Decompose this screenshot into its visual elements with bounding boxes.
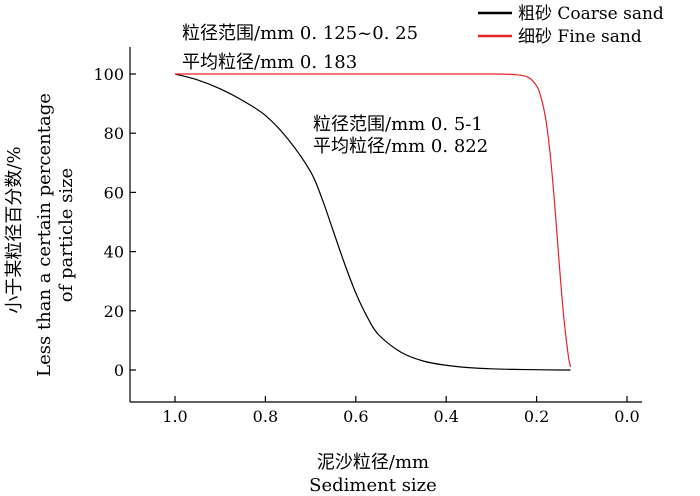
x-axis-title-cn: 泥沙粒径/mm	[317, 452, 429, 473]
y-axis-title-en-line2: of particle size	[56, 168, 77, 302]
x-tick-label: 1.0	[162, 407, 187, 426]
x-tick-label: 0.0	[614, 407, 639, 426]
y-axis-title-cn: 小于某粒径百分数/%	[4, 146, 25, 313]
legend-label-fine-sand: 细砂 Fine sand	[518, 27, 642, 47]
legend-label-coarse-sand: 粗砂 Coarse sand	[518, 4, 664, 24]
annotation-fine-sand-mean: 平均粒径/mm 0. 183	[182, 52, 357, 73]
annotation-coarse-sand-range: 粒径范围/mm 0. 5-1	[313, 114, 483, 135]
y-tick-label: 100	[93, 65, 124, 84]
y-axis-ticks: 0 20 40 60 80 100	[93, 65, 136, 380]
x-tick-label: 0.6	[343, 407, 368, 426]
legend: 粗砂 Coarse sand 细砂 Fine sand	[478, 4, 664, 47]
series-line-coarse-sand	[174, 73, 571, 371]
y-tick-label: 20	[104, 302, 124, 321]
y-tick-label: 80	[104, 124, 124, 143]
y-tick-label: 0	[114, 361, 124, 380]
x-tick-label: 0.8	[253, 407, 278, 426]
x-axis-ticks: 1.0 0.8 0.6 0.4 0.2 0.0	[162, 396, 640, 426]
y-axis-title-en-line1: Less than a certain percentage	[34, 93, 55, 377]
annotation-fine-sand-range: 粒径范围/mm 0. 125~0. 25	[182, 23, 418, 44]
y-tick-label: 60	[104, 183, 124, 202]
x-tick-label: 0.4	[433, 407, 458, 426]
series-line-fine-sand	[175, 73, 572, 368]
series-lines	[174, 73, 572, 371]
annotation-coarse-sand-mean: 平均粒径/mm 0. 822	[313, 136, 488, 157]
x-tick-label: 0.2	[524, 407, 549, 426]
y-tick-label: 40	[104, 243, 124, 262]
x-axis-title-en: Sediment size	[309, 475, 437, 496]
